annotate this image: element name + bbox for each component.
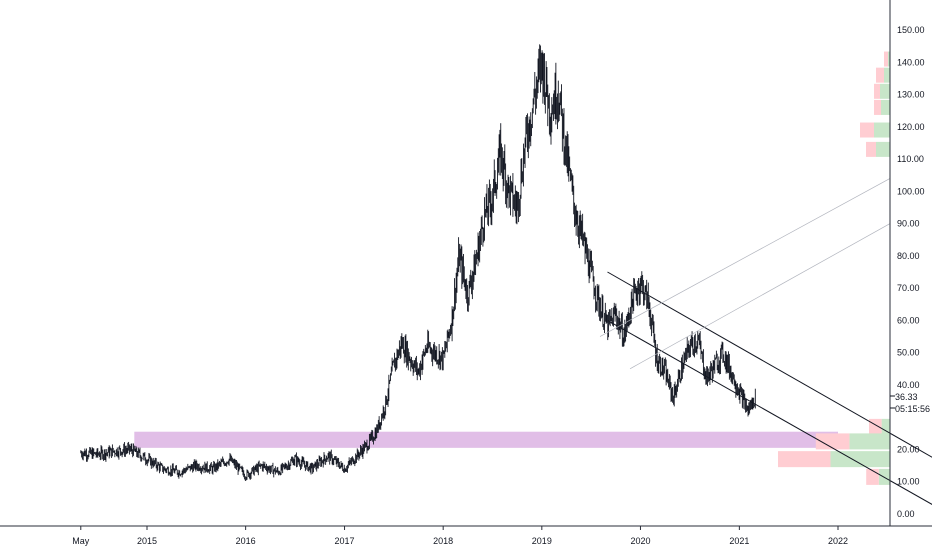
x-tick-label: 2020 — [630, 536, 650, 546]
volume-profile-down — [866, 468, 879, 485]
x-tick-label: May — [72, 536, 90, 546]
y-tick-label: 100.00 — [897, 186, 925, 196]
volume-profile-up — [888, 51, 890, 67]
projection-line — [629, 223, 891, 370]
y-tick-label: 130.00 — [897, 90, 925, 100]
y-tick-label: 0.00 — [897, 509, 915, 519]
x-tick-label: 2015 — [137, 536, 157, 546]
timer-label: 05:15:56 — [895, 404, 930, 414]
timer-badge: 05:15:56 — [890, 404, 930, 414]
y-tick-label: 150.00 — [897, 25, 925, 35]
x-tick-label: 2017 — [335, 536, 355, 546]
volume-profile-down — [778, 451, 831, 468]
volume-profile-up — [881, 99, 890, 115]
y-tick-label: 110.00 — [897, 154, 924, 164]
volume-profile-down — [876, 67, 884, 83]
y-tick-label: 80.00 — [897, 251, 920, 261]
price-label: 36.33 — [895, 392, 918, 402]
zones-layer — [134, 431, 839, 448]
x-tick-label: 2016 — [236, 536, 256, 546]
support-zone — [134, 431, 839, 448]
volume-profile-up — [874, 122, 890, 138]
volume-profile-down — [815, 433, 850, 450]
x-tick-label: 2019 — [532, 536, 552, 546]
volume-profile-up — [880, 83, 890, 99]
x-tick-label: 2018 — [433, 536, 453, 546]
channel-line — [607, 319, 932, 505]
y-tick-label: 50.00 — [897, 348, 920, 358]
volume-profile-up — [830, 451, 890, 468]
volume-profile-down — [884, 51, 888, 67]
y-tick-label: 60.00 — [897, 315, 920, 325]
volume-profile-up — [884, 67, 890, 83]
y-tick-label: 140.00 — [897, 57, 925, 67]
candles-layer — [80, 44, 756, 482]
channel-line — [607, 271, 932, 458]
volume-profile-up — [849, 433, 890, 450]
volume-profile-down — [866, 141, 876, 157]
x-tick-label: 2022 — [828, 536, 848, 546]
y-tick-label: 70.00 — [897, 283, 920, 293]
y-tick-label: 10.00 — [897, 477, 920, 487]
y-tick-label: 40.00 — [897, 380, 920, 390]
y-tick-label: 90.00 — [897, 219, 920, 229]
y-tick-label: 120.00 — [897, 122, 925, 132]
projection-line — [599, 178, 891, 337]
x-tick-labels: May 2015 2016 2017 2018 2019 2020 2021 2022 — [72, 526, 848, 546]
x-tick-label: 2021 — [729, 536, 749, 546]
y-tick-label: 20.00 — [897, 444, 920, 454]
volume-profile-up — [876, 141, 890, 157]
price-badge: 36.33 — [890, 392, 918, 402]
volume-profile-down — [874, 99, 881, 115]
volume-profile-up — [881, 418, 890, 435]
trendlines-layer — [599, 178, 932, 505]
volume-profile-down — [874, 83, 880, 99]
y-tick-labels: 150.00 140.00 130.00 120.00 110.00 100.00 90.0… — [897, 25, 925, 519]
volume-profile-down — [860, 122, 874, 138]
